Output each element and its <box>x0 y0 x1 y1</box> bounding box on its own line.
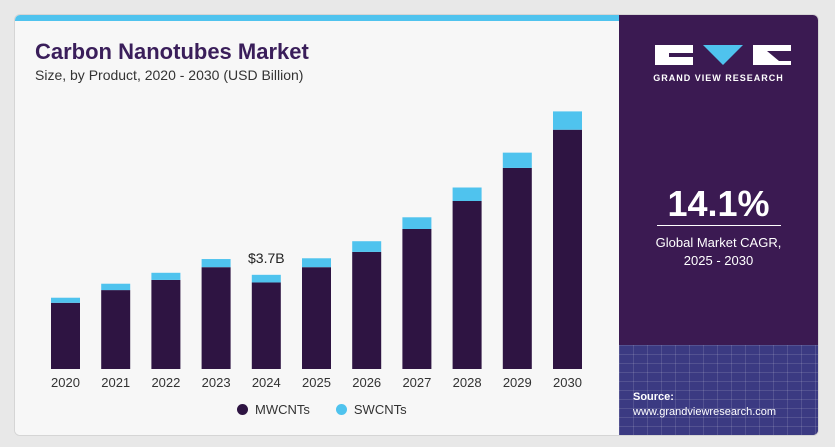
x-tick-label-2021: 2021 <box>101 375 130 390</box>
bar-mwcnts-2027 <box>402 229 432 369</box>
legend-swatch-mwcnts <box>237 404 248 415</box>
legend-label-swcnts: SWCNTs <box>353 402 407 417</box>
x-tick-label-2022: 2022 <box>151 375 180 390</box>
chart-legend: MWCNTs SWCNTs <box>237 402 433 417</box>
data-label-2024: $3.7B <box>248 250 285 266</box>
bar-swcnts-2029 <box>502 152 532 168</box>
chart-subtitle: Size, by Product, 2020 - 2030 (USD Billi… <box>35 67 304 83</box>
cagr-label-line1: Global Market CAGR, <box>655 235 782 250</box>
bar-mwcnts-2023 <box>201 267 231 369</box>
legend-item-mwcnts: MWCNTs <box>237 402 310 417</box>
x-tick-label-2030: 2030 <box>553 375 582 390</box>
cagr-label: Global Market CAGR, 2025 - 2030 <box>619 234 818 270</box>
x-tick-label-2024: 2024 <box>252 375 281 390</box>
x-tick-label-2020: 2020 <box>51 375 80 390</box>
bar-swcnts-2024 <box>251 274 281 283</box>
chart-panel: Carbon Nanotubes Market Size, by Product… <box>15 15 619 435</box>
cagr-value: 14.1% <box>667 183 770 224</box>
cagr-divider <box>657 225 781 226</box>
decorative-grid <box>619 345 818 435</box>
x-tick-label-2025: 2025 <box>302 375 331 390</box>
bar-mwcnts-2024 <box>251 282 281 369</box>
legend-label-mwcnts: MWCNTs <box>255 402 310 417</box>
bar-swcnts-2021 <box>101 283 131 291</box>
infographic-card: Carbon Nanotubes Market Size, by Product… <box>14 14 819 436</box>
bar-mwcnts-2029 <box>502 167 532 369</box>
bar-swcnts-2020 <box>51 297 80 303</box>
source-title: Source: <box>633 391 674 403</box>
grand-view-research-logo <box>655 45 791 65</box>
x-tick-label-2029: 2029 <box>503 375 532 390</box>
side-panel: GRAND VIEW RESEARCH 14.1% Global Market … <box>619 15 818 435</box>
bar-mwcnts-2025 <box>302 267 331 369</box>
bar-mwcnts-2022 <box>151 279 181 369</box>
bar-swcnts-2030 <box>553 111 582 130</box>
bar-swcnts-2026 <box>352 241 382 252</box>
x-tick-label-2027: 2027 <box>402 375 431 390</box>
source-url[interactable]: www.grandviewresearch.com <box>633 406 777 418</box>
bar-swcnts-2025 <box>302 258 331 268</box>
bar-chart: 2020 2021 2022 2023 2024 $3.7B 2025 2026 2027 202… <box>51 111 582 390</box>
legend-item-swcnts: SWCNTs <box>335 402 407 417</box>
bar-mwcnts-2030 <box>553 129 582 369</box>
bar-mwcnts-2020 <box>51 302 80 369</box>
bar-swcnts-2022 <box>151 272 181 280</box>
x-tick-label-2023: 2023 <box>202 375 231 390</box>
bar-mwcnts-2026 <box>352 251 382 369</box>
x-tick-label-2028: 2028 <box>453 375 482 390</box>
bar-swcnts-2028 <box>452 187 482 201</box>
accent-top-bar <box>15 15 619 21</box>
bar-swcnts-2023 <box>201 259 231 268</box>
bar-swcnts-2027 <box>402 217 432 229</box>
legend-swatch-swcnts <box>335 404 347 415</box>
cagr-label-line2: 2025 - 2030 <box>683 253 754 268</box>
brand-name: GRAND VIEW RESEARCH <box>653 73 784 83</box>
bar-mwcnts-2028 <box>452 201 482 369</box>
bar-mwcnts-2021 <box>101 290 131 369</box>
chart-title: Carbon Nanotubes Market <box>35 39 309 64</box>
x-tick-label-2026: 2026 <box>352 375 381 390</box>
